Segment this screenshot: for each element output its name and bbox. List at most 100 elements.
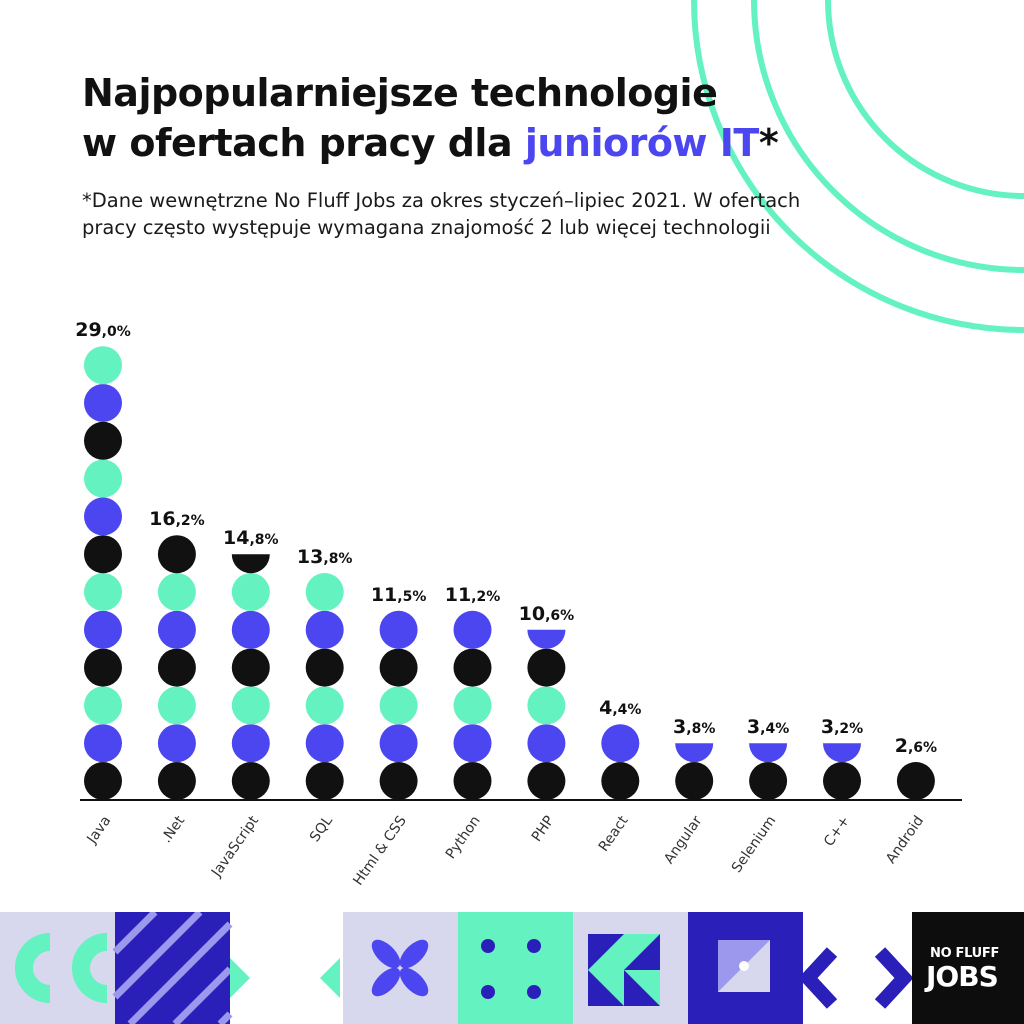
bar-dot [379, 610, 418, 649]
bar-dot [157, 686, 196, 725]
data-label: 14,8% [223, 527, 279, 549]
title-line-2-prefix: w ofertach pracy dla [82, 121, 525, 165]
data-label: 13,8% [297, 546, 353, 568]
pattern-tile-mint [458, 912, 573, 1024]
pattern-flower-shape [371, 939, 429, 997]
bar-dot [231, 648, 270, 687]
pattern-arc-shape [72, 933, 108, 1003]
footer-pattern [0, 912, 914, 1024]
bar-dot [231, 573, 270, 611]
bar-dot [84, 724, 122, 763]
bar-dot [231, 686, 270, 725]
bar-dot [379, 762, 418, 800]
bar-dot [305, 762, 344, 800]
bar-half-dot [823, 743, 861, 763]
pattern-chevron-shape [230, 958, 250, 998]
bar-dot [601, 724, 640, 763]
pattern-tile-lavender [343, 912, 458, 1024]
bar-dot [453, 762, 492, 800]
bar-dot [305, 686, 344, 725]
bar-dot [527, 686, 566, 725]
bar-10 [823, 743, 861, 800]
pattern-triangles [588, 934, 660, 1006]
bar-half-dot [527, 629, 566, 649]
data-label: 29,0% [75, 319, 131, 341]
bar-dot [84, 762, 122, 800]
logo: NO FLUFF JOBS [912, 912, 1024, 1024]
data-label: 10,6% [519, 603, 575, 625]
logo-top-text: NO FLUFF [930, 946, 1000, 961]
bar-dot [157, 573, 196, 611]
bar-half-dot [675, 743, 714, 763]
bar-dot [231, 762, 270, 800]
title-line-1: Najpopularniejsze technologie [82, 71, 718, 115]
x-tick-label: SQL [307, 813, 336, 845]
bar-dot [84, 459, 122, 498]
bar-8 [675, 743, 714, 800]
bar-dot [527, 762, 566, 800]
x-tick-label: PHP [529, 813, 558, 845]
bar-dot [305, 573, 344, 611]
bar-dot [84, 346, 122, 385]
bar-dot [305, 724, 344, 763]
bar-7 [601, 724, 640, 800]
bar-9 [749, 743, 788, 800]
bar-11 [896, 762, 935, 800]
bar-5 [453, 610, 492, 800]
x-tick-label: React [596, 813, 632, 855]
bar-3 [305, 573, 344, 800]
bar-dot [157, 762, 196, 800]
bar-dot [601, 762, 640, 800]
bar-dot [379, 648, 418, 687]
bar-dot [379, 724, 418, 763]
data-label: 11,5% [371, 584, 427, 606]
x-tick-label: Java [84, 813, 115, 847]
pattern-stripes [112, 912, 233, 1024]
bar-chart: 29,0% Java 16,2% .Net 14,8% JavaScript 13,8% SQ… [75, 319, 962, 889]
title-asterisk: * [758, 121, 779, 165]
bar-dot [157, 724, 196, 763]
pattern-dots [481, 939, 541, 999]
bar-dot [231, 724, 270, 763]
x-tick-label: Python [443, 813, 484, 862]
bar-dot [527, 724, 566, 763]
bar-dot [453, 610, 492, 649]
bar-half-dot [231, 554, 270, 574]
bar-dot [453, 686, 492, 725]
bar-dot [675, 762, 714, 800]
data-label: 11,2% [445, 584, 501, 606]
bar-1 [157, 535, 196, 800]
data-label: 4,4% [599, 697, 641, 719]
bar-dot [157, 535, 196, 574]
bar-dot [84, 421, 122, 460]
bar-dot [84, 384, 122, 422]
logo-bottom-text: JOBS [926, 960, 999, 993]
bar-dot [157, 610, 196, 649]
bar-dot [823, 762, 861, 800]
pattern-chevron-right [874, 947, 914, 1009]
pattern-square-shape [739, 961, 749, 971]
x-tick-label: Android [883, 813, 927, 867]
bar-dot [453, 648, 492, 687]
bar-6 [527, 629, 566, 800]
page-title: Najpopularniejsze technologie w ofertach… [82, 68, 779, 168]
bar-dot [749, 762, 788, 800]
bar-2 [231, 554, 270, 800]
x-tick-label: Angular [661, 813, 705, 867]
bar-dot [84, 573, 122, 611]
title-accent: juniorów IT [524, 121, 760, 165]
data-label: 3,2% [821, 716, 863, 738]
bar-dot [84, 648, 122, 687]
data-label: 16,2% [149, 508, 205, 530]
bar-dot [84, 497, 122, 536]
x-tick-label: .Net [158, 813, 188, 846]
subtitle-line-1: *Dane wewnętrzne No Fluff Jobs za okres … [82, 189, 801, 212]
subtitle: *Dane wewnętrzne No Fluff Jobs za okres … [82, 187, 942, 241]
bar-dot [84, 610, 122, 649]
data-label: 3,8% [673, 716, 715, 738]
bar-dot [231, 610, 270, 649]
pattern-chevron-shape [320, 958, 340, 998]
x-tick-label: JavaScript [208, 813, 262, 881]
data-label: 2,6% [895, 735, 937, 757]
bar-dot [453, 724, 492, 763]
